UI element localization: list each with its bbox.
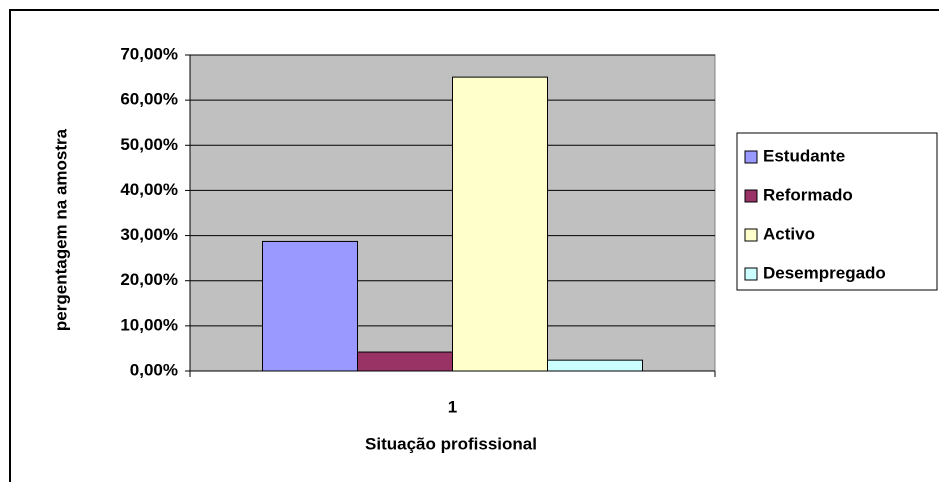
y-tick-label: 70,00% [120,44,178,63]
legend-swatch [744,267,758,281]
bar [262,240,358,372]
legend-label: Desempregado [763,263,886,282]
y-tick-label: 20,00% [120,270,178,289]
y-tick-label: 40,00% [120,180,178,199]
legend-swatch [744,150,758,164]
legend-label: Reformado [763,185,853,204]
legend-swatch [744,189,758,203]
y-tick-label: 60,00% [120,90,178,109]
y-axis-title: pergentagem na amostra [51,128,70,331]
x-axis-title: Situação profissional [365,434,537,453]
y-tick-label: 50,00% [120,135,178,154]
y-tick-label: 0,00% [130,360,178,379]
legend-label: Activo [763,224,815,243]
y-tick-label: 10,00% [120,315,178,334]
legend-swatch [744,228,758,242]
bar [547,359,643,372]
legend-box [736,132,938,291]
bar [452,76,548,372]
legend-label: Estudante [763,146,845,165]
x-tick-label: 1 [448,397,457,416]
bar [357,351,453,372]
y-tick-label: 30,00% [120,225,178,244]
